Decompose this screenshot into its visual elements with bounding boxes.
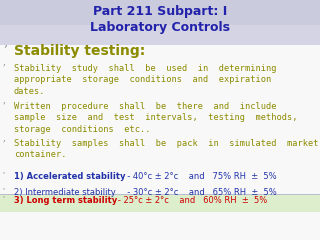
Text: - 30°c ± 2°c    and   65% RH  ±  5%: - 30°c ± 2°c and 65% RH ± 5% — [122, 188, 277, 197]
Text: ’: ’ — [2, 44, 6, 57]
Text: ’: ’ — [2, 64, 5, 74]
FancyBboxPatch shape — [0, 194, 320, 212]
Text: ’: ’ — [2, 102, 5, 112]
Text: ’: ’ — [2, 196, 4, 205]
Text: Stability  samples  shall  be  pack  in  simulated  market
container.: Stability samples shall be pack in simul… — [14, 139, 318, 159]
Text: - 40°c ± 2°c    and   75% RH  ±  5%: - 40°c ± 2°c and 75% RH ± 5% — [122, 172, 276, 181]
Text: Stability  study  shall  be  used  in  determining
appropriate  storage  conditi: Stability study shall be used in determi… — [14, 64, 276, 96]
Text: Stability testing:: Stability testing: — [14, 44, 145, 58]
FancyBboxPatch shape — [0, 0, 320, 25]
Text: ’: ’ — [2, 188, 4, 197]
Text: - 25°c ± 2°c    and   60% RH  ±  5%: - 25°c ± 2°c and 60% RH ± 5% — [110, 196, 267, 205]
Text: 1) Accelerated stability: 1) Accelerated stability — [14, 172, 125, 181]
Text: 3) Long term stability: 3) Long term stability — [14, 196, 117, 205]
Text: ’: ’ — [2, 172, 4, 181]
Text: 2) Intermediate stability: 2) Intermediate stability — [14, 188, 116, 197]
Text: Written  procedure  shall  be  there  and  include
sample  size  and  test  inte: Written procedure shall be there and inc… — [14, 102, 298, 134]
FancyBboxPatch shape — [0, 0, 320, 45]
Text: Laboratory Controls: Laboratory Controls — [90, 22, 230, 35]
Text: ’: ’ — [2, 139, 5, 149]
Text: Part 211 Subpart: I: Part 211 Subpart: I — [93, 6, 227, 18]
